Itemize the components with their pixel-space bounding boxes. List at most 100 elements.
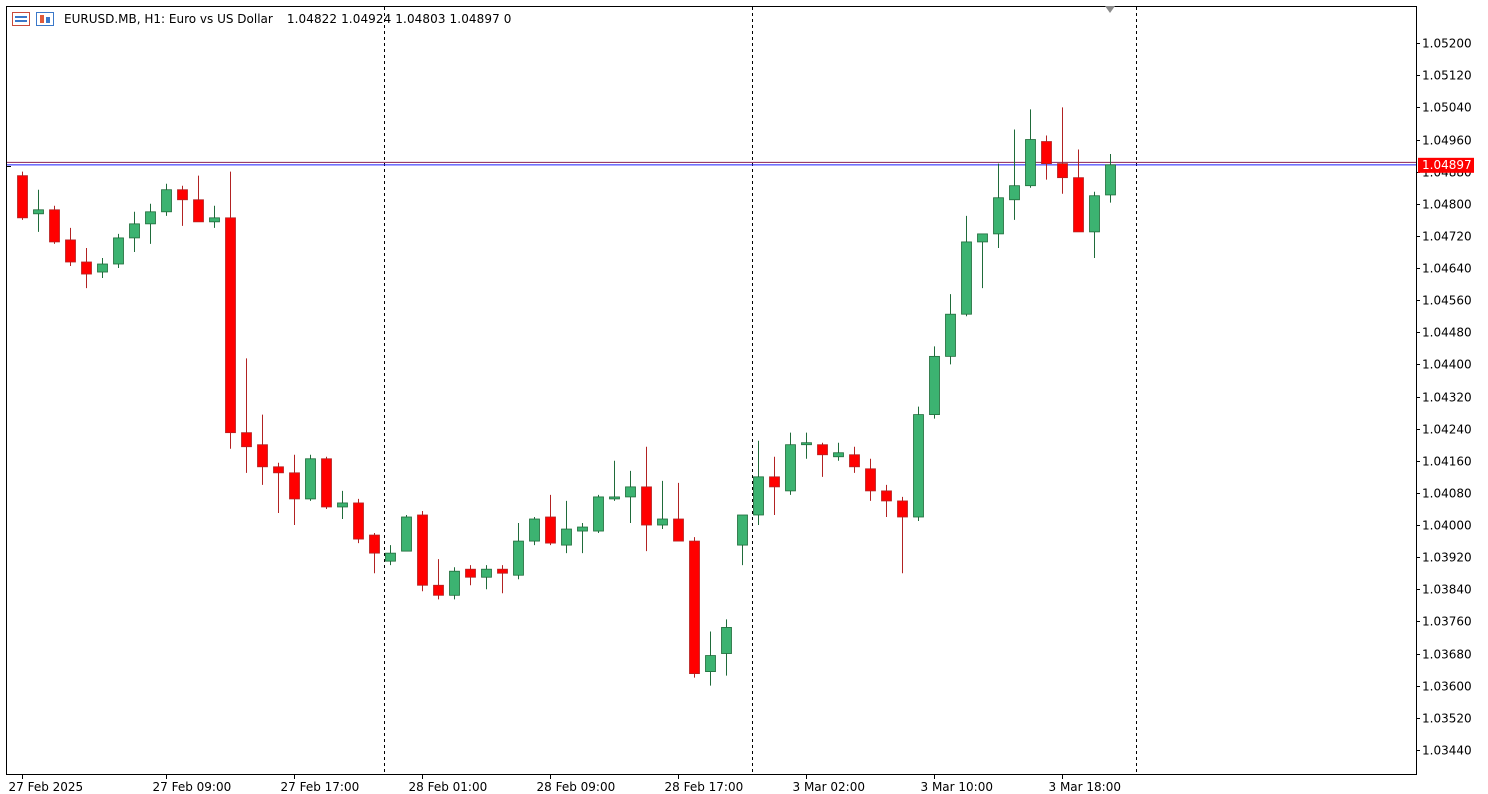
candle (49, 205, 60, 244)
candle-body (81, 261, 92, 275)
y-tick-label: 1.04240 (1422, 423, 1472, 437)
y-tick-label: 1.04960 (1422, 134, 1472, 148)
chart-frame (6, 6, 1417, 775)
candle-body (257, 444, 268, 468)
candle (593, 494, 604, 534)
scroll-marker-icon[interactable] (1105, 6, 1115, 13)
candle-body (513, 540, 524, 576)
candle-body (593, 496, 604, 532)
candle (993, 163, 1004, 248)
candle (1105, 153, 1116, 203)
x-tick-label: 28 Feb 01:00 (409, 780, 488, 794)
period-separators (384, 7, 1137, 774)
chart-header: EURUSD.MB, H1: Euro vs US Dollar 1.04822… (12, 9, 512, 29)
candle (609, 460, 620, 501)
candle-body (369, 534, 380, 554)
candle (977, 233, 988, 289)
candle-body (625, 486, 636, 498)
candle (945, 294, 956, 365)
candle-body (833, 452, 844, 458)
candle-body (209, 217, 220, 223)
candle (145, 203, 156, 244)
x-tick-label: 27 Feb 17:00 (281, 780, 360, 794)
candle-body (993, 197, 1004, 235)
x-tick-label: 3 Mar 18:00 (1049, 780, 1122, 794)
candle-body (497, 568, 508, 574)
candle-body (1041, 141, 1052, 165)
y-tick-label: 1.04560 (1422, 294, 1472, 308)
y-tick-label: 1.05200 (1422, 37, 1472, 51)
candle (913, 406, 924, 522)
candle (449, 567, 460, 600)
candle-body (129, 223, 140, 239)
candle-body (961, 241, 972, 315)
candle (833, 442, 844, 461)
x-tick-label: 28 Feb 17:00 (665, 780, 744, 794)
chart-menu-icon[interactable] (12, 12, 30, 26)
candle-body (1073, 177, 1084, 233)
candle (433, 559, 444, 600)
candle (193, 175, 204, 223)
candle (625, 470, 636, 524)
candle (753, 440, 764, 526)
candle (689, 537, 700, 678)
candle-body (705, 655, 716, 672)
candle-body (529, 518, 540, 542)
y-tick-label: 1.04320 (1422, 391, 1472, 405)
chart-type-icon[interactable] (36, 12, 54, 26)
candle-body (417, 514, 428, 586)
candle (257, 414, 268, 485)
candle (737, 514, 748, 566)
candle-body (193, 199, 204, 223)
candle-body (273, 466, 284, 474)
candle-body (689, 540, 700, 675)
candle (577, 523, 588, 554)
candle-body (913, 414, 924, 518)
candle-body (609, 496, 620, 500)
candle (529, 516, 540, 546)
candle-body (753, 476, 764, 516)
candle (641, 446, 652, 552)
candle (481, 565, 492, 590)
candle (961, 215, 972, 317)
time-axis[interactable]: 27 Feb 2025 27 Feb 09:00 27 Feb 17:00 28 Fe… (9, 774, 1122, 794)
candle-body (657, 518, 668, 526)
candle (1009, 129, 1020, 220)
candle (497, 565, 508, 594)
candle (321, 456, 332, 509)
candle (1041, 135, 1052, 180)
y-tick-label: 1.03600 (1422, 680, 1472, 694)
candle (1089, 191, 1100, 258)
candle (417, 510, 428, 592)
candle-body (929, 355, 940, 415)
y-tick-label: 1.03840 (1422, 583, 1472, 597)
price-lines (7, 161, 1416, 166)
candle (817, 442, 828, 477)
price-axis[interactable]: 1.052001.051201.050401.049601.048801.048… (7, 37, 1472, 758)
ohlc-values: 1.04822 1.04924 1.04803 1.04897 0 (286, 12, 512, 26)
y-tick-label: 1.03440 (1422, 744, 1472, 758)
candle-body (577, 526, 588, 532)
candle (385, 545, 396, 566)
y-tick-label: 1.03680 (1422, 648, 1472, 662)
candle-body (641, 486, 652, 526)
y-tick-label: 1.03920 (1422, 551, 1472, 565)
price-label-box (1418, 157, 1474, 173)
candle (657, 480, 668, 530)
candle (177, 185, 188, 226)
candle (561, 500, 572, 554)
candle (513, 523, 524, 580)
x-tick-label: 27 Feb 09:00 (153, 780, 232, 794)
x-tick-label: 28 Feb 09:00 (537, 780, 616, 794)
candle-body (241, 432, 252, 448)
candle-body (1089, 195, 1100, 233)
candle-body (849, 454, 860, 468)
candle-body (801, 442, 812, 446)
candle (545, 494, 556, 546)
candle (705, 631, 716, 686)
x-tick-label: 27 Feb 2025 (9, 780, 84, 794)
candle-body (561, 528, 572, 546)
symbol-title: EURUSD.MB, H1: Euro vs US Dollar (64, 12, 273, 26)
candle (401, 514, 412, 552)
